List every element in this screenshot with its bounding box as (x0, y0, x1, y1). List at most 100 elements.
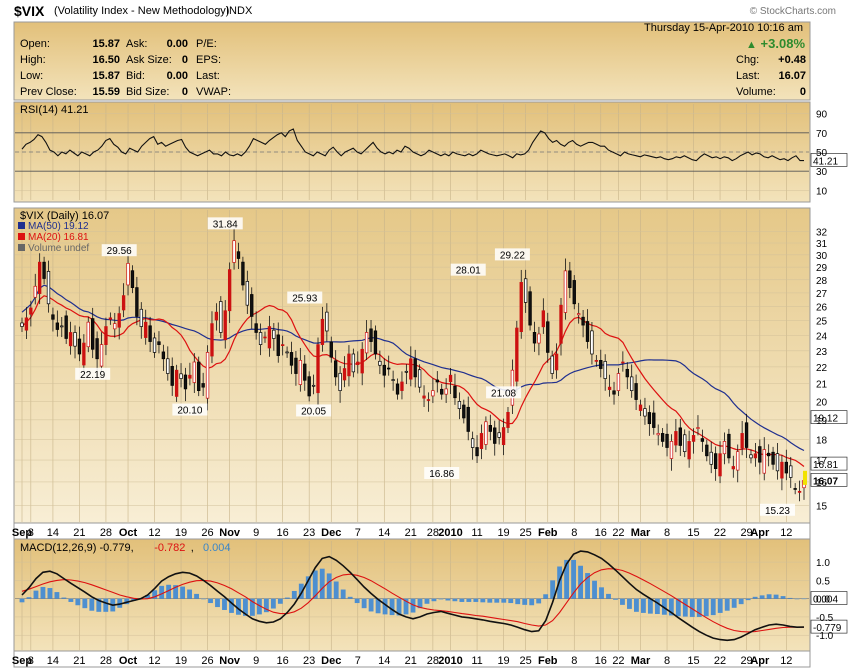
macd-histogram-bar (256, 598, 262, 615)
quote-value: 15.87 (92, 70, 120, 82)
candle-body (537, 333, 541, 344)
candle-body (705, 444, 709, 457)
macd-histogram-bar (738, 598, 744, 605)
candle-body (607, 386, 612, 390)
macd-histogram-bar (515, 598, 521, 605)
candle-body (267, 326, 272, 349)
macd-histogram-bar (396, 598, 402, 616)
candle-body (263, 336, 267, 339)
macd-x-axis (13, 650, 811, 668)
quote-value: 16.50 (92, 54, 120, 66)
macd-histogram-bar (277, 598, 283, 604)
candle-body (448, 374, 453, 383)
price-x-tick-label: 28 (427, 527, 439, 539)
macd-histogram-bar (543, 594, 549, 599)
macd-x-tick-label: Sep (12, 655, 32, 667)
price-y-tick-label: 20 (816, 397, 828, 408)
macd-last-box (810, 619, 848, 634)
macd-histogram-bar (117, 598, 123, 608)
price-last-box (810, 473, 848, 487)
price-x-tick-label: 2010 (438, 527, 462, 539)
price-y-tick-label: 21 (816, 380, 828, 391)
candle-body (126, 263, 130, 286)
macd-histogram-bar (40, 586, 46, 599)
candle-body (550, 355, 554, 374)
price-title: $VIX (Daily) 16.07 (20, 210, 109, 222)
rsi-title: RSI(14) 41.21 (20, 104, 88, 116)
macd-x-tick-label: 8 (664, 655, 670, 667)
macd-histogram-bar (103, 598, 109, 612)
candle-body (55, 322, 60, 330)
macd-histogram-bar (724, 598, 730, 611)
candle-body (696, 427, 700, 429)
macd-x-tick-label: 25 (520, 655, 532, 667)
candle-body (709, 451, 713, 465)
candle-body (29, 307, 33, 315)
price-x-tick-label: 7 (355, 527, 361, 539)
annotation-bg (172, 403, 208, 416)
macd-histogram-bar (703, 598, 709, 617)
quote-label: P/E: (196, 38, 217, 50)
candle-body (320, 318, 325, 345)
candle-body (285, 351, 289, 354)
macd-x-tick-label: 16 (277, 655, 289, 667)
macd-histogram-bar (668, 598, 674, 616)
candle-body (435, 379, 439, 383)
quote-label: Ask: (126, 38, 148, 50)
candle-body (64, 315, 68, 339)
quote-row: VWAP: (196, 84, 256, 100)
candle-body (289, 352, 294, 366)
price-annotation: 16.86 (429, 469, 454, 480)
price-last-label: 19.12 (813, 414, 838, 425)
macd-histogram-bar (347, 596, 353, 599)
quote-row: Ask Size: 0 (126, 52, 188, 68)
macd-x-tick-label: 12 (148, 655, 160, 667)
candle-body (660, 433, 665, 442)
candle-body (73, 332, 77, 347)
price-annotation: 20.10 (177, 406, 202, 417)
candle-body (342, 368, 347, 381)
macd-histogram-bar (19, 598, 25, 603)
price-annotation: 29.22 (500, 250, 525, 261)
ma50-line (21, 284, 805, 452)
candle-body (749, 454, 753, 459)
candle-body (223, 310, 227, 341)
candle-body (554, 353, 559, 371)
macd-histogram-bar (89, 598, 95, 611)
quote-datetime: Thursday 15-Apr-2010 10:16 am (644, 22, 803, 34)
macd-histogram-bar (47, 588, 53, 599)
candle-body (643, 408, 647, 417)
price-x-tick-label: 29 (740, 527, 752, 539)
candle-body (307, 376, 311, 397)
price-last-box (810, 456, 848, 471)
change-percent: ▲ +3.08% (746, 36, 805, 51)
macd-histogram-bar (654, 598, 660, 615)
candle-body (400, 381, 404, 391)
candle-body (387, 367, 391, 370)
price-annotation: 22.19 (80, 370, 105, 381)
quote-mid-column: Ask: 0.00 Ask Size: 0 Bid: 0.00 Bid Size: 0 (126, 36, 188, 100)
legend-swatch (18, 222, 25, 229)
macd-histogram-bar (787, 597, 793, 599)
annotation-bg (101, 244, 137, 257)
annotation-bg (207, 217, 243, 230)
legend-swatch (18, 233, 25, 240)
candle-body (683, 434, 687, 452)
macd-histogram-bar (152, 590, 158, 599)
quote-row: Last: 16.07 (736, 68, 806, 84)
candle-body (590, 330, 594, 355)
price-x-tick-label: 22 (714, 527, 726, 539)
macd-x-tick-label: 8 (28, 655, 34, 667)
macd-x-tick-label: Dec (321, 655, 341, 667)
candle-body (431, 390, 435, 397)
candle-body (272, 329, 276, 339)
price-x-tick-label: Dec (321, 527, 341, 539)
candle-body (347, 353, 351, 377)
candle-body (722, 441, 727, 455)
macd-last-label: 0.004 (813, 595, 838, 606)
price-annotation: 28.01 (456, 266, 481, 277)
price-last-label: 16.07 (813, 476, 838, 487)
macd-x-tick-label: Oct (119, 655, 138, 667)
quote-right-column: P/E: EPS: Last: VWAP: (196, 36, 256, 100)
symbol-title: $VIX (14, 3, 45, 19)
